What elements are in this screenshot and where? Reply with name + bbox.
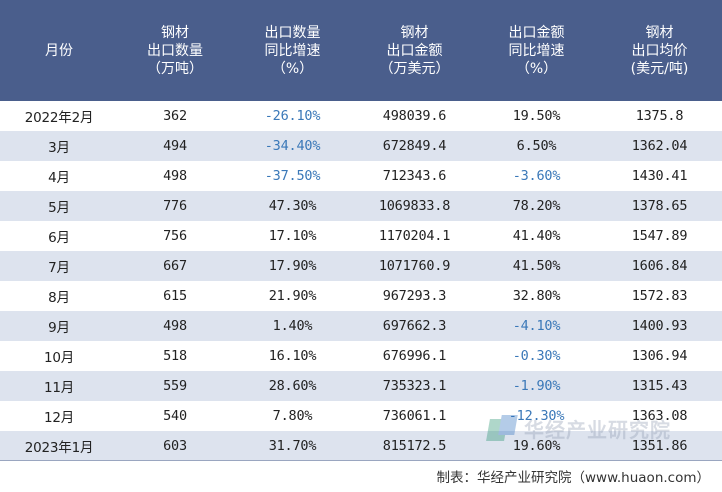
cell-avg-price: 1378.65 (631, 198, 688, 214)
cell-amount-yoy: 41.50% (512, 258, 561, 274)
header-export-qty: 钢材 出口数量 （万吨） (147, 24, 203, 77)
table-row: 7月 667 17.90% 1071760.9 41.50% 1606.84 (0, 251, 722, 281)
cell-amount-yoy: 19.60% (512, 438, 561, 454)
cell-export-qty: 540 (163, 408, 187, 424)
cell-avg-price: 1315.43 (631, 378, 688, 394)
cell-avg-price: 1362.04 (631, 138, 688, 154)
cell-export-qty: 518 (163, 348, 187, 364)
cell-qty-yoy: 17.90% (268, 258, 317, 274)
header-export-amount: 钢材 出口金额 （万美元） (379, 24, 450, 77)
table-row: 5月 776 47.30% 1069833.8 78.20% 1378.65 (0, 191, 722, 221)
table-row: 10月 518 16.10% 676996.1 -0.30% 1306.94 (0, 341, 722, 371)
cell-export-amount: 1170204.1 (378, 228, 451, 244)
cell-export-amount: 676996.1 (382, 348, 447, 364)
header-amount-yoy: 出口金额 同比增速 （%） (508, 24, 565, 77)
cell-avg-price: 1306.94 (631, 348, 688, 364)
cell-export-qty: 559 (163, 378, 187, 394)
cell-amount-yoy: 78.20% (512, 198, 561, 214)
cell-export-qty: 615 (163, 288, 187, 304)
cell-avg-price: 1547.89 (631, 228, 688, 244)
cell-month: 8月 (48, 290, 70, 306)
table-row: 2022年2月 362 -26.10% 498039.6 19.50% 1375.8 (0, 101, 722, 131)
header-qty-yoy: 出口数量 同比增速 （%） (264, 24, 321, 77)
cell-avg-price: 1400.93 (631, 318, 688, 334)
cell-export-qty: 776 (163, 198, 187, 214)
table-row: 2023年1月 603 31.70% 815172.5 19.60% 1351.86 (0, 431, 722, 461)
table-row: 6月 756 17.10% 1170204.1 41.40% 1547.89 (0, 221, 722, 251)
table-bottom-divider (0, 460, 722, 461)
cell-month: 9月 (48, 320, 70, 336)
cell-export-amount: 967293.3 (382, 288, 447, 304)
cell-month: 12月 (43, 410, 75, 426)
cell-amount-yoy: 19.50% (512, 108, 561, 124)
cell-export-amount: 735323.1 (382, 378, 447, 394)
cell-qty-yoy: -26.10% (264, 108, 321, 124)
table-row: 8月 615 21.90% 967293.3 32.80% 1572.83 (0, 281, 722, 311)
cell-qty-yoy: 21.90% (268, 288, 317, 304)
table-body: 2022年2月 362 -26.10% 498039.6 19.50% 1375.8 3月 4… (0, 101, 722, 461)
cell-export-qty: 362 (163, 108, 187, 124)
table-row: 9月 498 1.40% 697662.3 -4.10% 1400.93 (0, 311, 722, 341)
cell-export-qty: 756 (163, 228, 187, 244)
cell-avg-price: 1363.08 (631, 408, 688, 424)
cell-amount-yoy: -4.10% (512, 318, 561, 334)
cell-export-amount: 815172.5 (382, 438, 447, 454)
cell-avg-price: 1430.41 (631, 168, 688, 184)
table-footer-source: 制表：华经产业研究院（www.huaon.com） (436, 470, 711, 486)
cell-amount-yoy: 32.80% (512, 288, 561, 304)
cell-export-qty: 603 (163, 438, 187, 454)
cell-month: 3月 (48, 140, 70, 156)
cell-amount-yoy: -3.60% (512, 168, 561, 184)
cell-month: 6月 (48, 230, 70, 246)
cell-avg-price: 1351.86 (631, 438, 688, 454)
cell-avg-price: 1375.8 (635, 108, 684, 124)
table-row: 3月 494 -34.40% 672849.4 6.50% 1362.04 (0, 131, 722, 161)
cell-month: 2022年2月 (24, 110, 94, 126)
cell-amount-yoy: 41.40% (512, 228, 561, 244)
table-row: 11月 559 28.60% 735323.1 -1.90% 1315.43 (0, 371, 722, 401)
cell-amount-yoy: -1.90% (512, 378, 561, 394)
cell-month: 11月 (43, 380, 75, 396)
data-table: 月份 钢材 出口数量 （万吨） 出口数量 同比增速 （%） 钢材 出口金额 （万… (0, 0, 722, 461)
cell-export-amount: 1071760.9 (378, 258, 451, 274)
cell-month: 7月 (48, 260, 70, 276)
cell-qty-yoy: 17.10% (268, 228, 317, 244)
cell-export-qty: 498 (163, 168, 187, 184)
header-avg-price: 钢材 出口均价 (美元/吨) (630, 24, 689, 77)
cell-avg-price: 1606.84 (631, 258, 688, 274)
cell-qty-yoy: -37.50% (264, 168, 321, 184)
cell-export-amount: 1069833.8 (378, 198, 451, 214)
cell-amount-yoy: -12.30% (508, 408, 565, 424)
cell-export-amount: 697662.3 (382, 318, 447, 334)
cell-qty-yoy: 28.60% (268, 378, 317, 394)
cell-amount-yoy: 6.50% (516, 138, 557, 154)
cell-qty-yoy: 7.80% (272, 408, 313, 424)
cell-month: 4月 (48, 170, 70, 186)
cell-export-qty: 667 (163, 258, 187, 274)
table-row: 4月 498 -37.50% 712343.6 -3.60% 1430.41 (0, 161, 722, 191)
cell-export-amount: 672849.4 (382, 138, 447, 154)
cell-qty-yoy: -34.40% (264, 138, 321, 154)
cell-month: 2023年1月 (24, 440, 94, 456)
cell-qty-yoy: 16.10% (268, 348, 317, 364)
table-header: 月份 钢材 出口数量 （万吨） 出口数量 同比增速 （%） 钢材 出口金额 （万… (0, 0, 722, 101)
cell-export-qty: 498 (163, 318, 187, 334)
header-month: 月份 (45, 42, 73, 59)
cell-qty-yoy: 47.30% (268, 198, 317, 214)
cell-export-amount: 736061.1 (382, 408, 447, 424)
cell-month: 10月 (43, 350, 75, 366)
cell-export-amount: 712343.6 (382, 168, 447, 184)
cell-qty-yoy: 1.40% (272, 318, 313, 334)
cell-qty-yoy: 31.70% (268, 438, 317, 454)
cell-export-amount: 498039.6 (382, 108, 447, 124)
cell-avg-price: 1572.83 (631, 288, 688, 304)
cell-month: 5月 (48, 200, 70, 216)
table-row: 12月 540 7.80% 736061.1 -12.30% 1363.08 (0, 401, 722, 431)
cell-export-qty: 494 (163, 138, 187, 154)
cell-amount-yoy: -0.30% (512, 348, 561, 364)
